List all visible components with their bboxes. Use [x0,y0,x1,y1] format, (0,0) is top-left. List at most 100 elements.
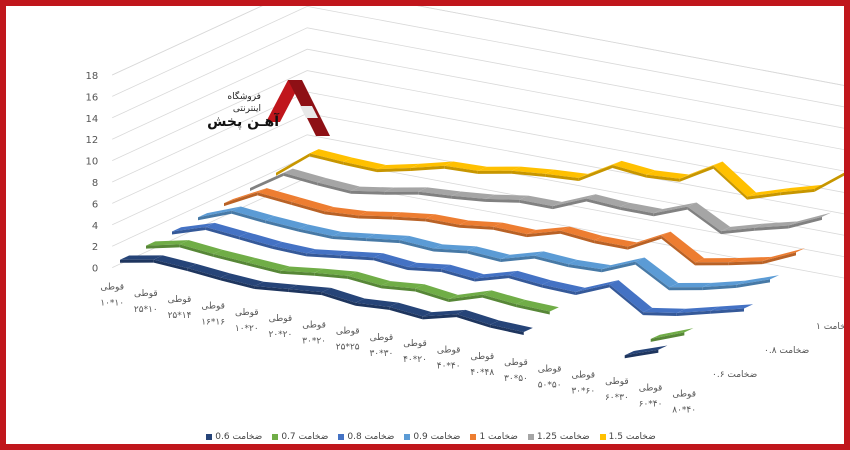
series-segment-side [490,324,524,336]
series-segment-top [508,270,552,285]
series-line-1 [120,255,668,359]
series-segment-side [474,275,509,282]
series-segment-top [283,168,327,183]
series-segment-top [780,184,824,193]
series-segment-top [451,191,495,199]
series-segment-side [545,173,579,182]
series-segment-top [653,202,697,214]
y-tick-label: 14 [85,114,98,125]
x-tick-label: قوطی ۳۰*۳۰ [369,333,393,359]
series-segment-side [467,250,501,262]
series-segment-side [493,226,527,238]
series-segment-top [669,282,712,288]
series-segment-side [441,268,475,282]
series-segment-top [474,270,518,279]
chart-canvas: 0 2 4 6 8 10 12 14 16 18 قوطی ۱۰*۱۰ قوطی ۲۵*۱۰ قوطی ۲۵… [85,6,844,416]
series-segment-side [575,284,610,295]
series-segment-top [627,231,671,247]
series-segment-side [710,308,744,314]
x-tick-label-line2: ۳۰*۲۰ [302,336,326,346]
y-tick-label: 6 [92,199,98,210]
y-tick-label: 18 [85,71,98,82]
series-segment-top [560,226,604,241]
series-segment-side [350,190,385,195]
series-segment-top [366,233,409,241]
series-segment-side [276,153,310,176]
series-segment-side [679,165,714,182]
series-segment-side [511,170,546,177]
legend-item-7: ضخامت 1.5 [599,432,656,442]
series-segment-side [373,257,408,270]
series-segment-top [213,249,257,263]
series-segment-side [224,192,258,207]
series-segment-side [213,253,247,266]
series-segment-side [422,314,457,320]
series-segment-side [384,191,419,195]
legend-swatch [404,433,411,440]
series-segment-top [399,235,443,249]
x-tick-label-line2: ۱۰*۲۰ [235,324,259,334]
x-tick-label-line2: ۴۰*۴۸ [470,368,494,378]
x-tick-label-line2: ۱۰*۱۰ [100,299,124,309]
series-segment-side [198,210,232,221]
depth-tick-label: ضخامت ۰.۸ [764,346,809,356]
x-tick-label-line2: ۸۰*۴۰ [672,406,696,416]
series-segment-top [519,195,562,207]
x-tick-label-line2: ۳۰*۵۰ [504,374,528,384]
series-segment-top [441,264,484,279]
legend-swatch [338,433,345,440]
series-segment-top [291,197,335,212]
series-segment-top [425,214,469,225]
series-segment-top [500,251,544,259]
y-tick-label: 8 [92,178,98,189]
x-tick-label: قوطی ۲۵*۱۴ [168,295,192,321]
x-tick-label: قوطی ۴۰*۴۸ [470,352,494,378]
series-segment-top [643,307,686,314]
y-tick-label: 10 [85,157,98,168]
series-segment-top [728,256,772,263]
series-segment-side [205,227,240,240]
series-segment-top [153,255,197,269]
series-segment-top [254,281,298,290]
x-tick-label-line1: قوطی [336,327,360,337]
series-segment-top [762,248,806,262]
series-segment-side [381,285,416,292]
series-segment-top [381,281,425,289]
series-segment-side [220,277,255,289]
legend-label: ضخامت 0.7 [281,432,329,442]
series-segment-side [410,165,445,171]
series-segment-side [508,275,543,288]
series-segment-side [425,218,460,228]
series-segment-top [721,223,764,232]
series-segment-top [257,188,301,202]
legend-swatch [599,433,606,440]
x-tick-label: قوطی ۱۰*۲۰ [235,308,259,334]
series-segment-side [578,165,613,182]
series-segment-side [433,248,468,254]
series-segment-top [713,161,757,197]
y-tick-label: 12 [85,135,98,146]
y-tick-label: 16 [85,92,98,103]
series-segment-side [459,224,494,230]
x-tick-label-line2: ۴۰*۲۰ [403,355,427,365]
series-segment-top [418,187,461,196]
series-segment-top [280,266,324,273]
series-segment-top [695,258,738,263]
series-segment-side [366,238,400,244]
x-tick-label-line1: قوطی [538,364,562,374]
series-segment-side [526,230,561,238]
x-tick-label: قوطی ۸۰*۴۰ [672,390,696,416]
series-segment-top [205,222,249,237]
series-segment-side [324,211,359,219]
x-tick-label-line2: ۱۶*۱۶ [201,317,225,327]
series-segment-top [578,160,622,179]
series-segment-top [250,168,293,188]
x-tick-label: قوطی ۲۰*۲۰ [269,314,293,340]
series-segment-side [609,284,644,316]
series-segment-top [265,216,309,229]
series-segment-top [646,170,689,179]
series-segment-side [172,227,206,235]
y-tick-label: 4 [92,221,98,232]
series-segment-side [713,165,748,200]
